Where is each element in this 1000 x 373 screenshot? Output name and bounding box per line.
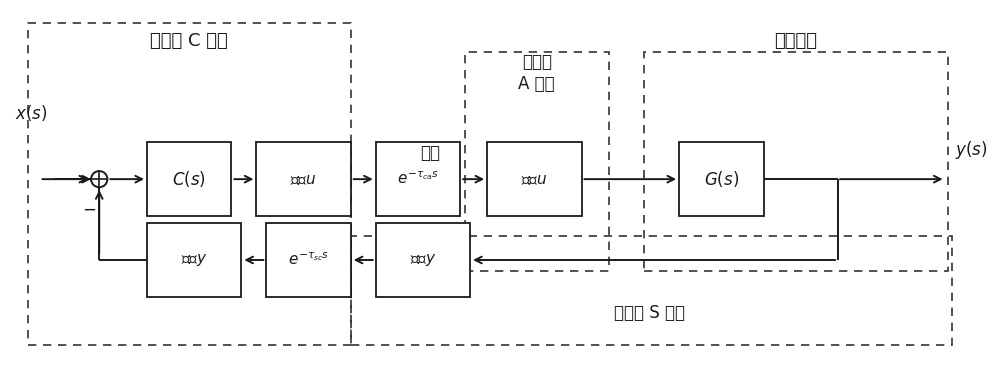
Text: 发送$u$: 发送$u$	[290, 172, 317, 186]
Bar	[465, 52, 609, 271]
Bar	[256, 142, 351, 216]
Bar	[376, 142, 460, 216]
Text: 发送$y$: 发送$y$	[410, 252, 436, 268]
Text: 被控对象: 被控对象	[774, 32, 817, 50]
Bar	[266, 223, 351, 297]
Bar	[376, 223, 470, 297]
Text: $C(s)$: $C(s)$	[172, 169, 206, 189]
Text: $-$: $-$	[82, 200, 96, 217]
Ellipse shape	[91, 171, 107, 187]
Text: $e^{-\tau_{ca}s}$: $e^{-\tau_{ca}s}$	[397, 171, 439, 188]
Text: 执行器: 执行器	[522, 53, 552, 70]
Text: 接收$y$: 接收$y$	[181, 252, 208, 268]
Bar	[679, 142, 764, 216]
Bar	[351, 236, 952, 345]
Bar	[487, 142, 582, 216]
Bar	[28, 23, 351, 345]
Bar	[147, 142, 231, 216]
Text: $e^{-\tau_{sc}s}$: $e^{-\tau_{sc}s}$	[288, 252, 329, 268]
Text: 控制器 C 节点: 控制器 C 节点	[150, 32, 228, 50]
Text: 传感器 S 节点: 传感器 S 节点	[614, 304, 685, 322]
Text: $x(s)$: $x(s)$	[15, 103, 47, 123]
Text: A 节点: A 节点	[518, 75, 555, 93]
Text: $y(s)$: $y(s)$	[955, 139, 988, 161]
Text: 接收$u$: 接收$u$	[521, 172, 548, 186]
Bar	[147, 223, 241, 297]
Bar	[644, 52, 948, 271]
Text: 网络: 网络	[420, 144, 440, 162]
Text: $G(s)$: $G(s)$	[704, 169, 739, 189]
